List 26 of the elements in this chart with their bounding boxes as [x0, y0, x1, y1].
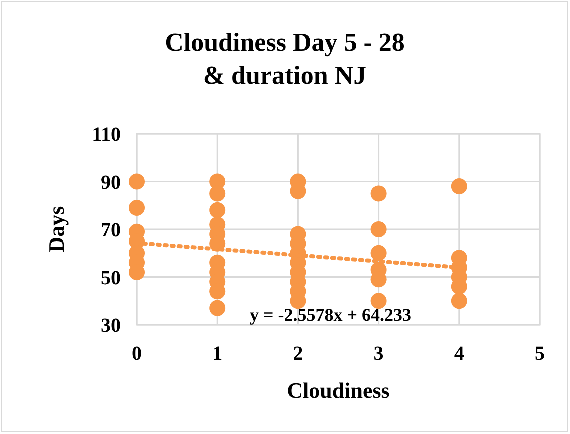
- y-tick-label: 50: [101, 267, 121, 290]
- x-tick-label: 1: [212, 343, 223, 365]
- point: [210, 300, 226, 316]
- y-tick-label: 90: [101, 172, 121, 194]
- point: [370, 222, 387, 238]
- point: [129, 174, 145, 190]
- point: [370, 245, 387, 262]
- y-tick-label: 110: [92, 124, 121, 146]
- x-tick-label: 2: [293, 343, 304, 365]
- y-tick-label: 70: [101, 220, 121, 242]
- point: [451, 293, 468, 310]
- point: [451, 178, 468, 195]
- point: [370, 186, 387, 202]
- x-tick-label: 0: [132, 343, 142, 365]
- x-tick-label: 4: [454, 343, 464, 365]
- point: [210, 202, 226, 218]
- point: [129, 200, 145, 216]
- y-axis-title: Days: [44, 206, 69, 253]
- annotation: y = -2.5578x + 64.233: [250, 305, 412, 325]
- x-tick-label: 3: [374, 343, 384, 365]
- x-tick-label: 5: [535, 343, 545, 365]
- x-axis-title: Cloudiness: [287, 378, 390, 403]
- point: [210, 186, 226, 202]
- chart-title: Cloudiness Day 5 - 28 & duration NJ: [165, 28, 405, 90]
- point: [370, 293, 387, 310]
- y-tick-label: 30: [101, 315, 121, 337]
